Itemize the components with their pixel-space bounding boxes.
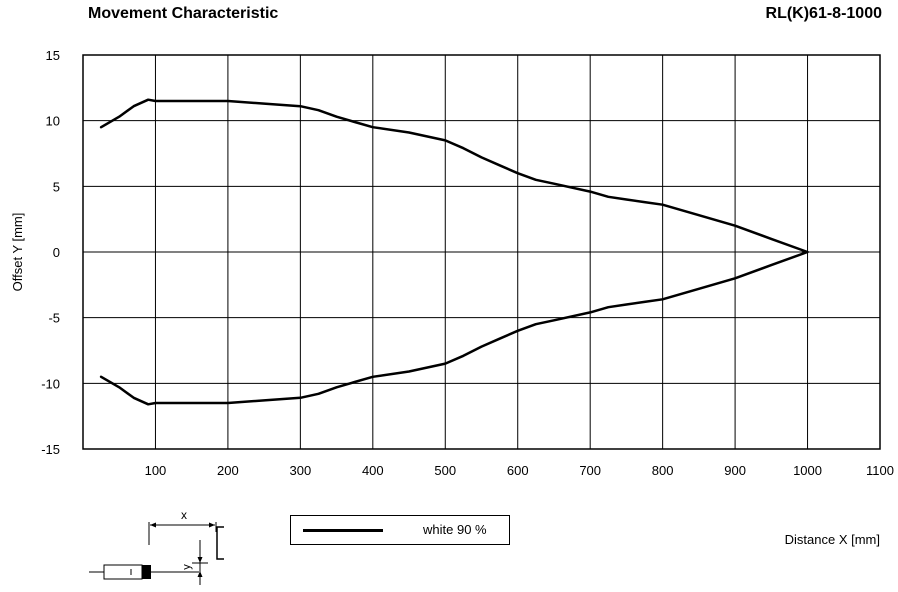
model-number: RL(K)61-8-1000 bbox=[765, 5, 882, 22]
y-tick-label: 5 bbox=[53, 179, 60, 194]
x-tick-label: 500 bbox=[434, 463, 456, 478]
legend: white 90 % bbox=[290, 515, 510, 545]
x-tick-label: 800 bbox=[652, 463, 674, 478]
y-tick-label: 0 bbox=[53, 245, 60, 260]
x-tick-label: 100 bbox=[145, 463, 167, 478]
y-tick-label: 15 bbox=[46, 48, 60, 63]
x-axis-label: Distance X [mm] bbox=[784, 532, 880, 547]
legend-label: white 90 % bbox=[423, 522, 487, 537]
series-line-upper bbox=[99, 98, 809, 254]
x-tick-label: 400 bbox=[362, 463, 384, 478]
series-line-lower bbox=[99, 250, 809, 406]
grid bbox=[82, 54, 881, 450]
sensor-body-icon bbox=[103, 564, 143, 580]
x-tick-label: 300 bbox=[290, 463, 312, 478]
x-tick-label: 200 bbox=[217, 463, 239, 478]
chart-title: Movement Characteristic bbox=[88, 5, 279, 22]
y-tick-label: -5 bbox=[48, 311, 60, 326]
x-tick-label: 700 bbox=[579, 463, 601, 478]
tick-labels: 100 200 300 400 500 600 700 800 900 1000 1100 15 10 5… bbox=[41, 48, 894, 478]
y-tick-label: -15 bbox=[41, 442, 60, 457]
x-tick-label: 600 bbox=[507, 463, 529, 478]
x-tick-label: 900 bbox=[724, 463, 746, 478]
series-lines bbox=[99, 98, 809, 406]
y-tick-label: 10 bbox=[46, 114, 60, 129]
x-tick-label: 1100 bbox=[866, 463, 894, 478]
reflector-icon bbox=[216, 526, 224, 560]
dimension-x-label: x bbox=[181, 508, 187, 522]
legend-line-swatch bbox=[303, 529, 383, 532]
line-chart: 100 200 300 400 500 600 700 800 900 1000 1100 15 10 5… bbox=[10, 48, 894, 478]
sensor-schematic: x y bbox=[89, 508, 224, 585]
dimension-y-label: y bbox=[181, 564, 193, 570]
y-axis-label: Offset Y [mm] bbox=[10, 213, 25, 292]
y-tick-label: -10 bbox=[41, 376, 60, 391]
x-tick-label: 1000 bbox=[793, 463, 822, 478]
